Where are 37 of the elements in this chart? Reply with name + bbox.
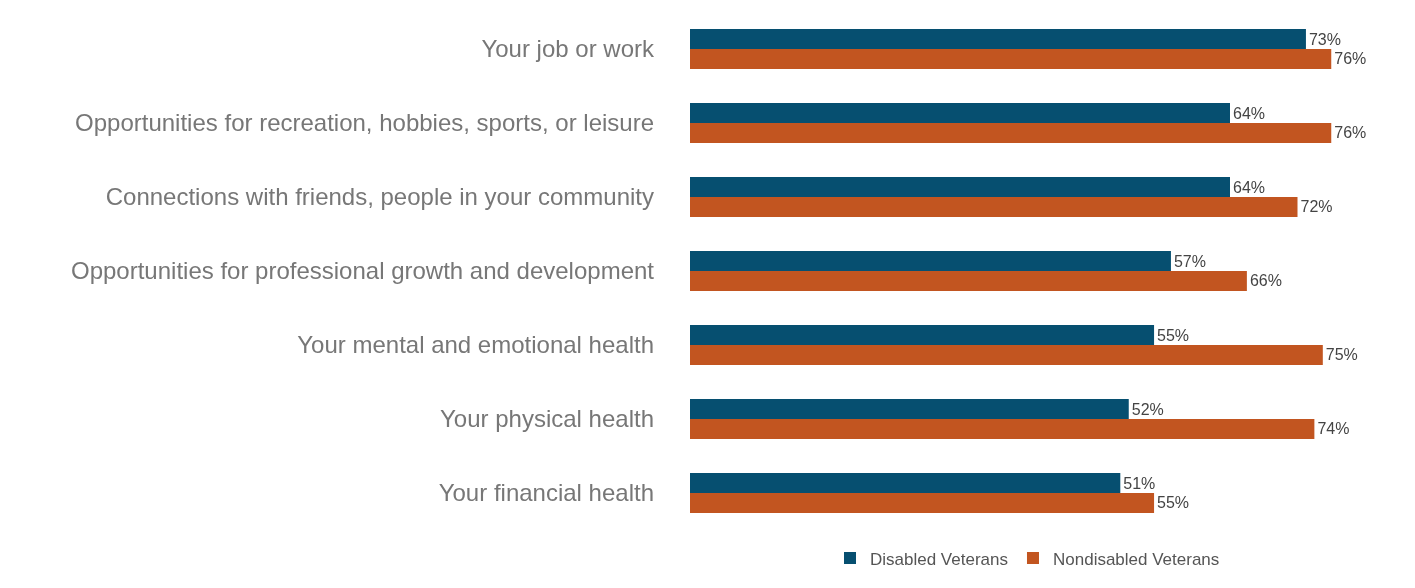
y-tick-label: Opportunities for professional growth and development [70, 257, 655, 285]
bar [690, 345, 1323, 365]
bar [690, 197, 1298, 217]
bar [690, 123, 1332, 143]
data-label: 72% [1300, 198, 1333, 216]
bar [690, 251, 1171, 271]
bar [690, 271, 1247, 291]
data-label: 55% [1157, 494, 1190, 512]
data-label: 76% [1334, 50, 1367, 68]
data-label: 64% [1233, 104, 1266, 122]
data-label: 55% [1157, 326, 1190, 344]
data-label: 51% [1123, 474, 1156, 492]
y-tick-label: Connections with friends, people in your community [105, 183, 654, 211]
bar [690, 399, 1129, 419]
bar [690, 419, 1315, 439]
bar [690, 103, 1230, 123]
y-tick-label: Your physical health [440, 405, 654, 433]
y-tick-label: Your mental and emotional health [297, 331, 654, 359]
y-tick-label: Your financial health [438, 479, 654, 507]
y-tick-label: Your job or work [481, 35, 655, 63]
data-label: 75% [1325, 346, 1358, 364]
legend-label: Nondisabled Veterans [1052, 549, 1220, 569]
data-label: 52% [1131, 400, 1164, 418]
bar [690, 49, 1332, 69]
data-label: 57% [1173, 252, 1206, 270]
data-label: 64% [1233, 178, 1266, 196]
legend-label: Disabled Veterans [870, 549, 1008, 569]
data-label: 74% [1317, 420, 1350, 438]
bar [690, 473, 1121, 493]
data-label: 66% [1249, 272, 1282, 290]
bar [690, 325, 1155, 345]
y-tick-label: Opportunities for recreation, hobbies, sports, or leisure [75, 109, 654, 137]
data-label: 76% [1334, 124, 1367, 142]
data-label: 73% [1308, 30, 1341, 48]
bar [690, 177, 1230, 197]
bar [690, 493, 1155, 513]
bar [690, 29, 1306, 49]
